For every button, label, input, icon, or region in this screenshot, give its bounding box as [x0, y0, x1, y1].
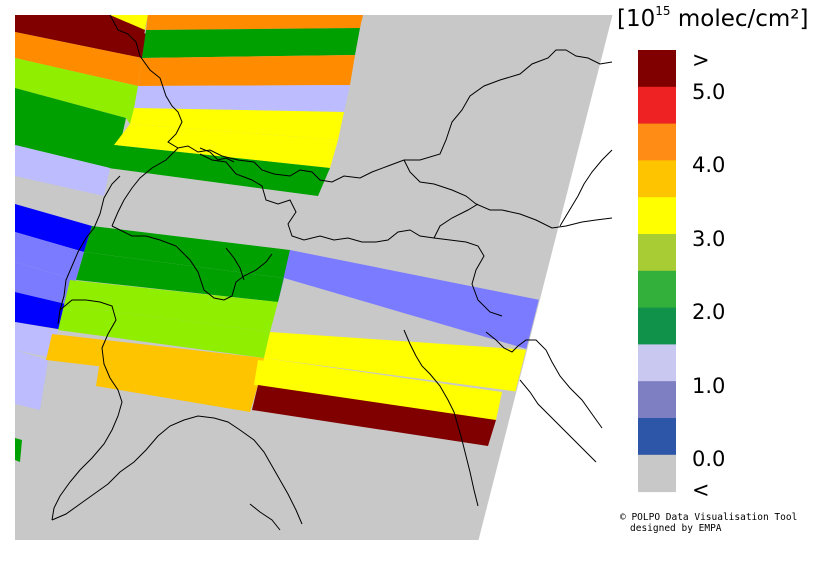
legend-swatch — [638, 418, 676, 456]
pixel — [114, 124, 338, 168]
pixel — [15, 145, 110, 196]
pixel — [15, 232, 84, 280]
legend-title: [1015 molec/cm²] — [617, 4, 809, 32]
border-line — [111, 147, 179, 227]
legend-swatch — [638, 270, 676, 309]
border-line — [403, 159, 613, 229]
legend-label-3: 3.0 — [692, 227, 726, 251]
pixel — [96, 360, 258, 412]
pixel — [264, 332, 530, 392]
pixel — [130, 108, 344, 140]
pixel — [58, 305, 270, 358]
borders — [51, 14, 613, 531]
border-line — [433, 203, 479, 239]
credit-text: © POLPO Data Visualisation Tool designed… — [620, 512, 797, 534]
legend-swatch — [638, 160, 676, 198]
pixel — [15, 322, 58, 358]
legend-label-top: > — [692, 48, 710, 72]
orbit-edge — [477, 14, 613, 541]
pixel — [146, 15, 363, 30]
legend-swatch — [638, 50, 676, 88]
pixel — [15, 438, 22, 462]
pixel — [278, 250, 540, 350]
legend-swatch — [638, 123, 676, 161]
border-line — [51, 299, 123, 521]
border-line — [57, 175, 121, 325]
pixel — [15, 88, 126, 168]
pixel — [15, 32, 142, 86]
coastline — [403, 329, 479, 507]
legend-swatch — [638, 344, 676, 382]
coastline — [199, 147, 235, 163]
legend-swatch — [638, 381, 676, 419]
coastline — [225, 247, 245, 281]
border-line — [109, 14, 613, 183]
pixel — [76, 252, 284, 302]
pixel — [15, 350, 48, 410]
legend-label-5: 5.0 — [692, 80, 726, 104]
legend-swatch — [638, 307, 676, 345]
pixel — [15, 262, 76, 305]
credit-line-1: © POLPO Data Visualisation Tool — [620, 512, 798, 523]
legend-label-4: 4.0 — [692, 153, 726, 177]
coastline — [559, 149, 613, 227]
pixel — [252, 385, 496, 446]
legend-swatch — [638, 234, 676, 272]
border-line — [111, 225, 273, 301]
pixel — [15, 292, 70, 330]
pixel — [15, 58, 138, 124]
credit-line-2: designed by EMPA — [630, 523, 722, 534]
coastline — [485, 331, 603, 429]
coastline — [249, 503, 281, 531]
coastline — [519, 379, 597, 463]
legend-label-2: 2.0 — [692, 300, 726, 324]
pixel — [15, 15, 146, 58]
legend-label-0: 0.0 — [692, 447, 726, 471]
legend-swatch — [638, 197, 676, 235]
pixel — [46, 334, 264, 385]
legend-label-bottom: < — [692, 478, 710, 502]
legend-color-bar — [638, 50, 676, 493]
pixel — [254, 360, 500, 420]
legend-swatch — [638, 454, 676, 493]
legend-label-1: 1.0 — [692, 374, 726, 398]
pixel — [108, 145, 330, 196]
coastline — [51, 415, 303, 525]
pixel — [15, 204, 92, 252]
pixel — [138, 55, 355, 86]
border-line — [199, 153, 503, 317]
pixel — [134, 85, 350, 112]
pixel — [64, 280, 278, 332]
legend-swatch — [638, 86, 676, 125]
pixel — [110, 15, 148, 30]
pixel — [142, 28, 360, 58]
